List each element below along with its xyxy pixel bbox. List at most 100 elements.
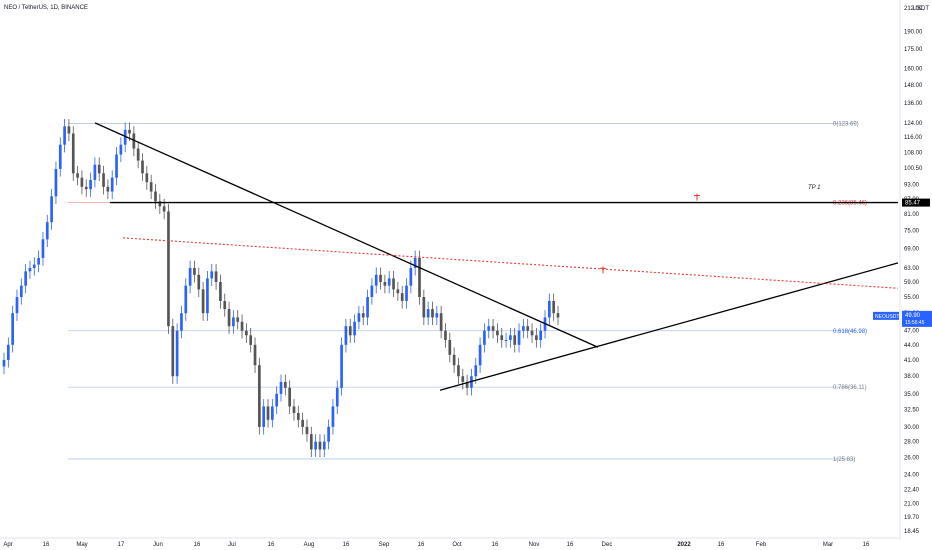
alert-marker-icon[interactable] bbox=[600, 266, 606, 274]
candle-body bbox=[431, 309, 434, 318]
candle-body bbox=[119, 144, 123, 155]
tp1-label: TP 1 bbox=[808, 185, 820, 191]
candle-body bbox=[318, 441, 322, 450]
candle-body bbox=[348, 326, 352, 336]
candle-body bbox=[340, 344, 343, 388]
candle-body bbox=[539, 330, 543, 341]
candle-body bbox=[483, 330, 486, 345]
candle-body bbox=[132, 133, 136, 149]
price-tick-label: 28.00 bbox=[904, 440, 920, 446]
candle-body bbox=[271, 406, 274, 420]
time-tick-label: Nov bbox=[529, 542, 540, 548]
time-tick-label: Dec bbox=[602, 542, 613, 548]
price-tick-label: 47.00 bbox=[904, 329, 920, 335]
currency-label: USDT bbox=[913, 6, 930, 12]
candle-body bbox=[522, 326, 525, 331]
price-tick-label: 190.00 bbox=[904, 29, 923, 35]
candle-body bbox=[452, 354, 456, 366]
fibonacci-retracement[interactable]: 0(123.69) 0.236(85.46) 0.618(46.98) 0.786(3… bbox=[68, 121, 867, 463]
candle-body bbox=[232, 317, 235, 327]
candle-body bbox=[279, 381, 283, 394]
candle-body bbox=[435, 313, 439, 318]
price-tick-label: 81.00 bbox=[904, 212, 920, 218]
candle-body bbox=[41, 239, 45, 258]
time-tick-label: 16 bbox=[567, 542, 574, 548]
price-tick-label: 30.00 bbox=[904, 425, 920, 431]
time-tick-label: Oct bbox=[452, 542, 462, 548]
time-tick-label: May bbox=[76, 542, 87, 548]
time-tick-label: Apr bbox=[3, 542, 12, 548]
candle-body bbox=[93, 164, 97, 180]
fib-level-label: 0.236(85.46) bbox=[833, 201, 867, 207]
candle-body bbox=[448, 340, 452, 355]
candle-body bbox=[426, 309, 430, 318]
candle-body bbox=[344, 326, 348, 345]
candle-body bbox=[219, 281, 222, 301]
candle-body bbox=[193, 267, 196, 275]
candle-body bbox=[149, 182, 153, 192]
candle-body bbox=[461, 376, 465, 382]
candle-body bbox=[418, 257, 421, 298]
candle-body bbox=[487, 326, 491, 331]
price-axis[interactable]: 212.00 190.00 175.00 160.00 148.00 136.00 124.… bbox=[873, 0, 932, 540]
candle-body bbox=[15, 297, 19, 314]
candle-body bbox=[357, 313, 361, 322]
candle-body bbox=[548, 300, 551, 318]
time-tick-label: 16 bbox=[343, 542, 350, 548]
chart-title: NEO / TetherUS, 1D, BINANCE bbox=[4, 5, 88, 11]
candle-body bbox=[422, 297, 426, 318]
price-tick-label: 108.00 bbox=[904, 150, 923, 156]
candle-body bbox=[474, 365, 478, 377]
candle-body bbox=[201, 289, 205, 314]
time-tick-label: 2022 bbox=[677, 542, 691, 548]
time-tick-label: Mar bbox=[823, 542, 833, 548]
candle-body bbox=[141, 160, 144, 174]
candle-body bbox=[197, 274, 201, 290]
candle-body bbox=[322, 441, 326, 450]
candle-body bbox=[556, 313, 560, 318]
descending-trendline[interactable] bbox=[94, 122, 599, 348]
candle-body bbox=[413, 257, 417, 268]
price-tick-label: 22.40 bbox=[904, 487, 920, 493]
price-tick-label: 116.00 bbox=[904, 135, 923, 141]
time-tick-label: Aug bbox=[304, 542, 315, 548]
candle-body bbox=[97, 164, 101, 174]
candle-body bbox=[162, 206, 166, 212]
ascending-trendline[interactable] bbox=[439, 262, 899, 391]
candle-body bbox=[517, 330, 521, 345]
candle-body bbox=[309, 434, 313, 450]
candle-body bbox=[400, 293, 404, 301]
alert-marker-icon[interactable] bbox=[694, 193, 700, 201]
candle-body bbox=[188, 267, 192, 286]
candle-body bbox=[223, 300, 227, 310]
candle-body bbox=[158, 201, 162, 207]
candle-body bbox=[283, 381, 287, 388]
candle-body bbox=[305, 426, 309, 435]
candle-body bbox=[387, 278, 391, 286]
trendline-drawings[interactable] bbox=[94, 122, 899, 391]
time-axis[interactable]: Apr 16 May 17 Jun 16 Jul 16 Aug 16 Sep 16 Oct 16 Nov 16… bbox=[0, 537, 900, 548]
candle-body bbox=[513, 335, 517, 345]
candle-body bbox=[327, 426, 330, 442]
candle-body bbox=[370, 285, 374, 298]
candle-body bbox=[491, 326, 495, 331]
candle-body bbox=[526, 326, 530, 331]
candle-body bbox=[63, 126, 66, 145]
time-tick-label: Jul bbox=[228, 542, 236, 548]
candle-body bbox=[275, 393, 279, 407]
candle-body bbox=[84, 186, 88, 190]
candles bbox=[2, 118, 560, 458]
price-tick-label: 63.00 bbox=[904, 266, 920, 272]
price-tick-label: 160.00 bbox=[904, 66, 923, 72]
time-tick-label: 17 bbox=[118, 542, 125, 548]
candle-body bbox=[175, 330, 179, 377]
candle-body bbox=[301, 419, 304, 427]
price-tick-label: 175.00 bbox=[904, 47, 923, 53]
candle-body bbox=[500, 335, 504, 341]
price-tick-label: 24.00 bbox=[904, 473, 920, 479]
candle-body bbox=[206, 278, 209, 314]
red-dotted-trendline[interactable] bbox=[122, 237, 899, 289]
candle-body bbox=[32, 264, 36, 268]
